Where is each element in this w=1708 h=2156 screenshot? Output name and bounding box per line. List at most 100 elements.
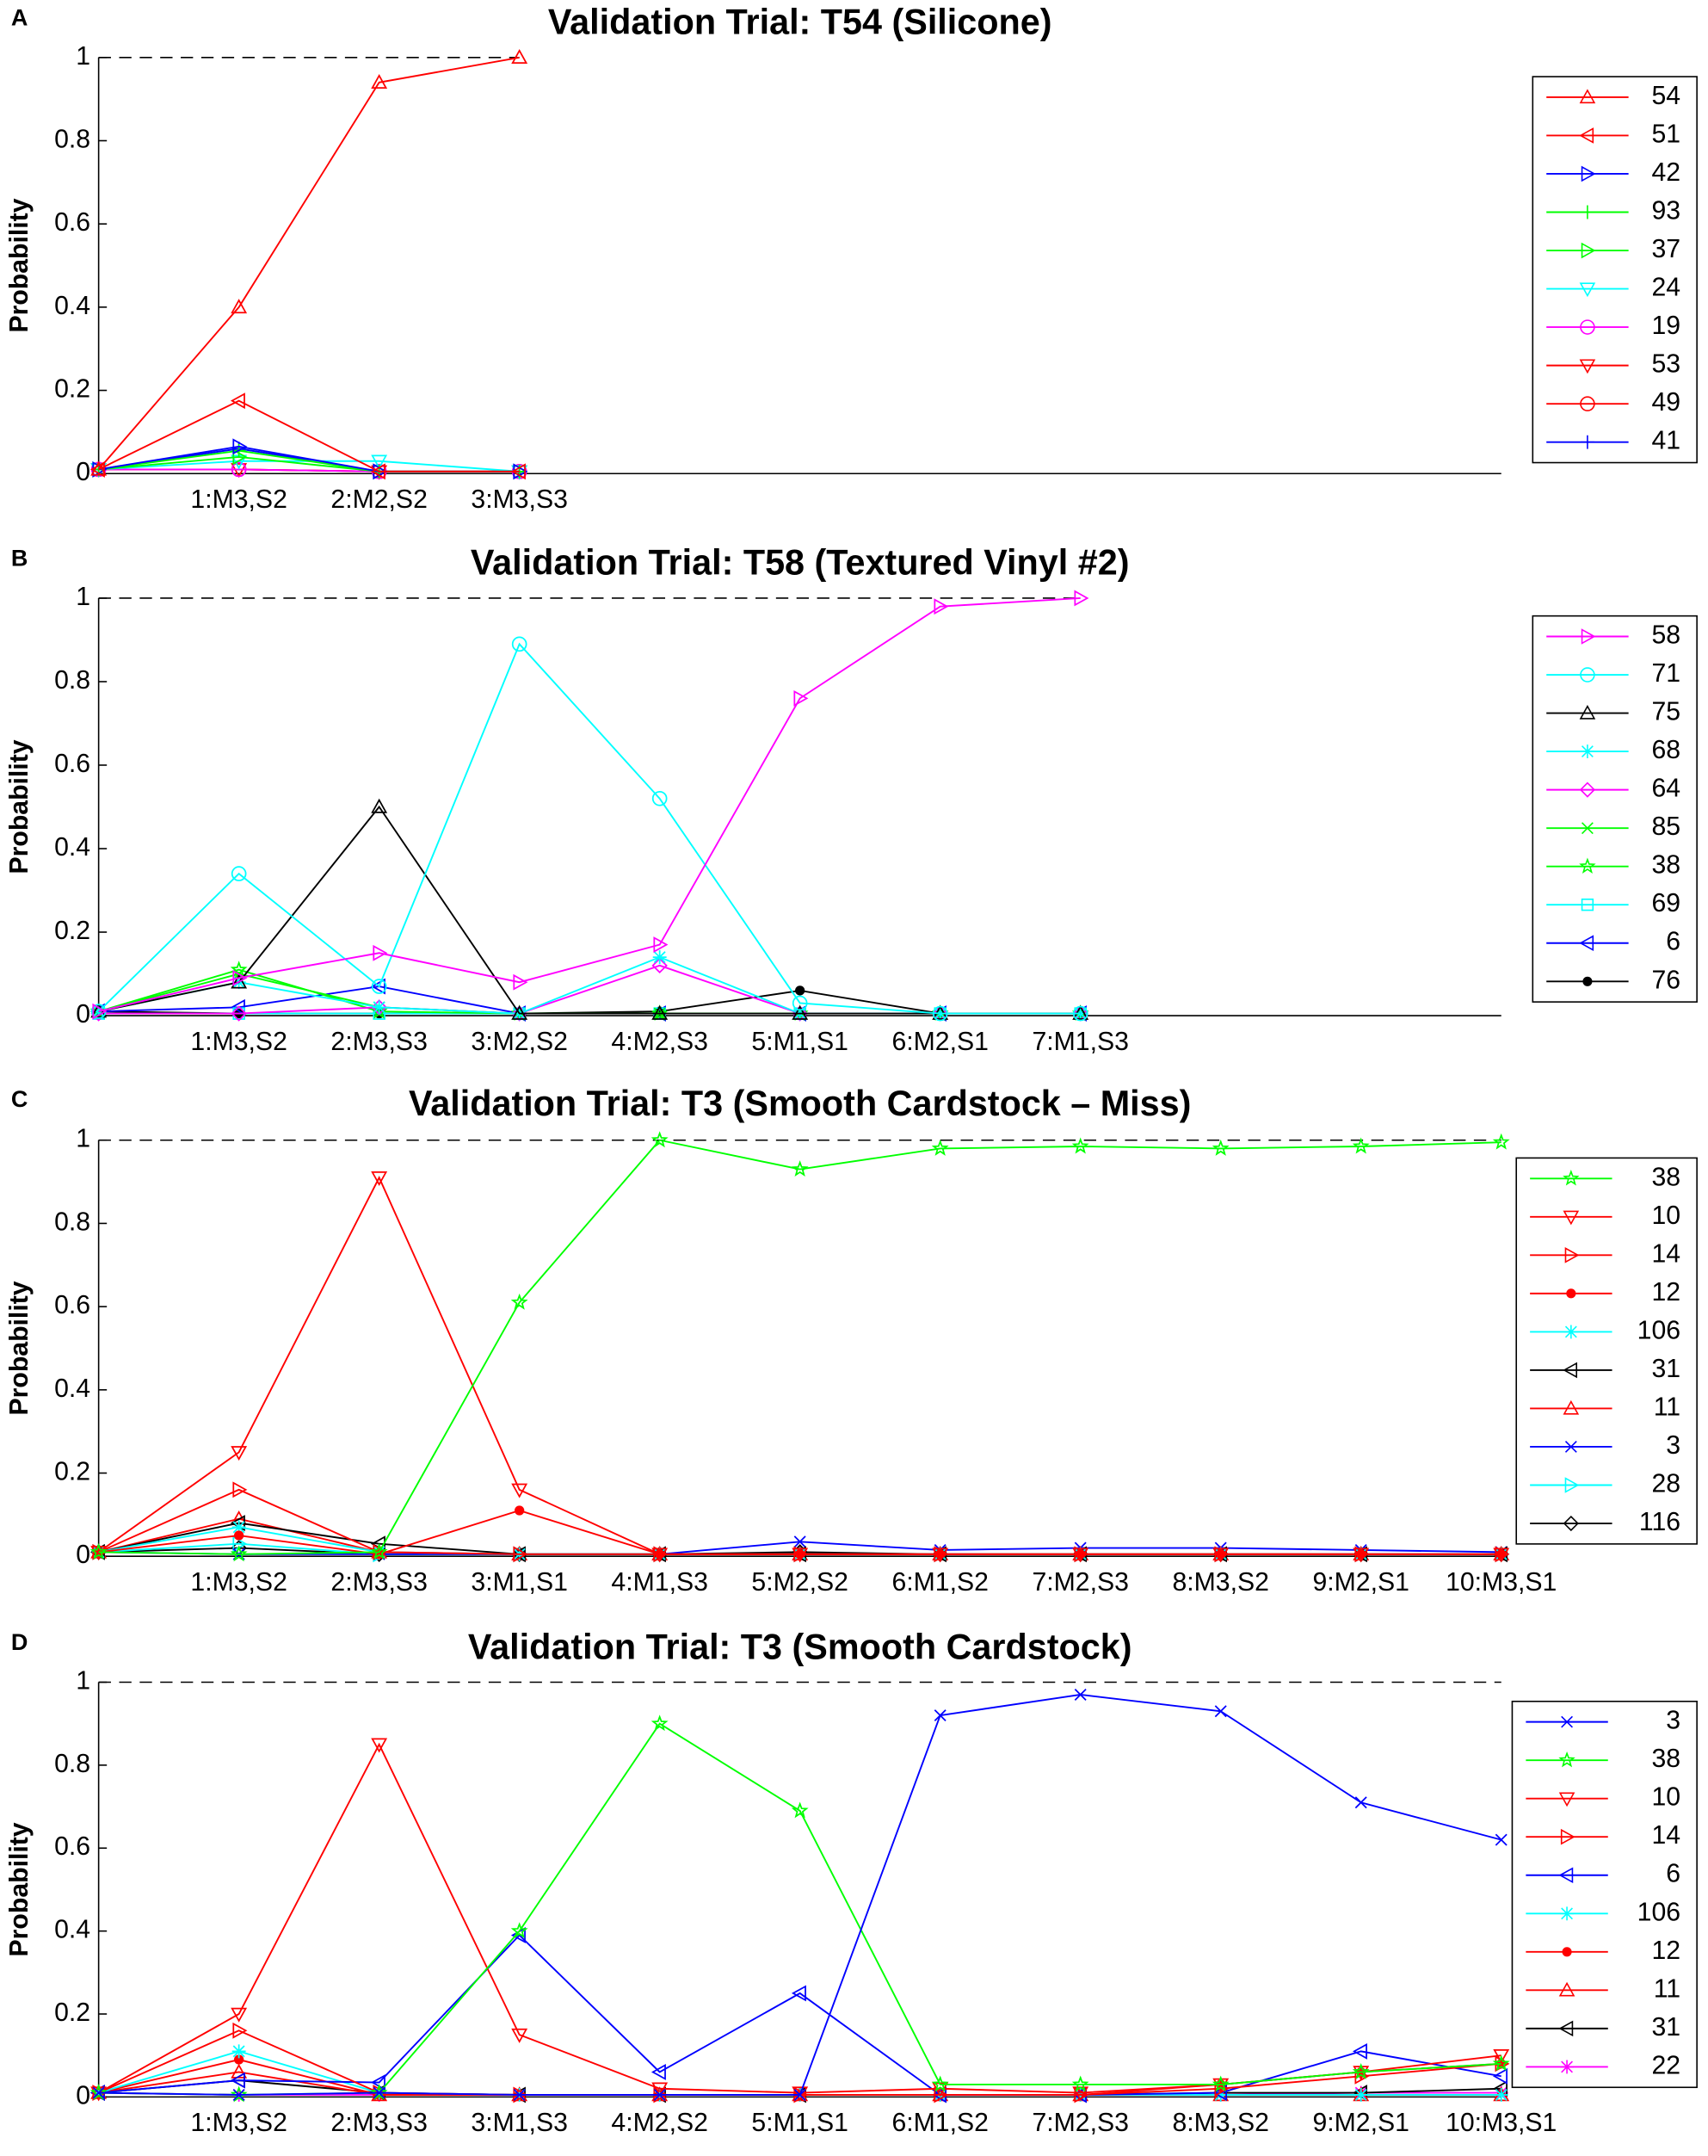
y-tick-label: 0.2 xyxy=(54,1457,90,1486)
x-tick-label: 10:M3,S1 xyxy=(1446,1568,1557,1597)
marker xyxy=(231,299,248,314)
marker xyxy=(510,1293,528,1310)
marker xyxy=(651,791,668,806)
y-tick-label: 0.8 xyxy=(54,1208,90,1236)
y-tick-label: 0.4 xyxy=(54,1916,90,1944)
x-tick-label: 3:M1,S3 xyxy=(471,2109,567,2137)
chart-title: Validation Trial: T3 (Smooth Cardstock –… xyxy=(409,1084,1191,1123)
series-line xyxy=(98,1742,1501,2094)
y-tick-label: 0 xyxy=(76,2081,90,2110)
legend-marker xyxy=(1579,704,1596,720)
marker xyxy=(511,49,528,65)
legend-label: 10 xyxy=(1651,1202,1680,1230)
legend-marker xyxy=(1581,822,1594,835)
panel-letter: B xyxy=(11,546,28,571)
legend-box xyxy=(1532,615,1698,1003)
x-tick-label: 3:M1,S1 xyxy=(471,1568,567,1597)
marker xyxy=(231,866,247,881)
marker xyxy=(511,1483,528,1498)
series-line xyxy=(98,448,520,473)
x-tick-label: 2:M3,S3 xyxy=(330,2109,427,2137)
legend-marker xyxy=(1579,89,1596,104)
marker xyxy=(1493,2048,1510,2064)
marker xyxy=(372,1000,386,1015)
legend-marker xyxy=(1581,242,1596,259)
x-tick-label: 1:M3,S2 xyxy=(190,1028,287,1056)
marker xyxy=(651,2064,666,2080)
x-tick-label: 4:M2,S2 xyxy=(611,2109,707,2137)
marker xyxy=(651,2082,669,2097)
marker xyxy=(793,1535,806,1548)
chart-title: Validation Trial: T54 (Silicone) xyxy=(548,3,1052,42)
marker xyxy=(373,944,388,961)
marker xyxy=(1494,2088,1508,2102)
marker xyxy=(510,1922,528,1939)
marker xyxy=(934,598,949,615)
legend-marker xyxy=(1581,899,1594,911)
legend-marker xyxy=(1579,935,1594,952)
marker xyxy=(89,2084,108,2101)
marker xyxy=(230,392,245,410)
x-tick-label: 5:M1,S1 xyxy=(751,2109,848,2137)
marker xyxy=(1214,1705,1227,1718)
x-tick-label: 3:M3,S3 xyxy=(471,485,567,514)
legend-marker xyxy=(1560,2060,1575,2074)
marker xyxy=(231,461,247,478)
marker xyxy=(1492,2054,1510,2072)
x-tick-label: 3:M2,S2 xyxy=(471,1028,567,1056)
series-line xyxy=(98,1694,1501,2096)
marker xyxy=(371,1738,388,1753)
legend-marker xyxy=(1563,1362,1577,1379)
marker xyxy=(1074,1688,1087,1701)
y-tick-label: 0 xyxy=(76,1000,90,1029)
series-line xyxy=(98,449,520,473)
legend-marker xyxy=(1566,1288,1576,1299)
legend-label: 28 xyxy=(1651,1469,1680,1498)
x-tick-label: 7:M2,S3 xyxy=(1032,1568,1128,1597)
y-tick-label: 0 xyxy=(76,1541,90,1569)
marker xyxy=(230,2072,245,2089)
marker xyxy=(370,2084,388,2101)
series-line xyxy=(98,989,1081,1015)
marker xyxy=(792,1548,809,1563)
series-line xyxy=(98,985,1081,1015)
marker xyxy=(513,973,528,991)
marker xyxy=(232,2022,248,2039)
legend-label: 85 xyxy=(1651,812,1680,841)
legend-marker xyxy=(1580,744,1594,759)
marker xyxy=(934,1709,946,1722)
series-line xyxy=(98,1139,1501,1555)
legend-marker xyxy=(1560,1906,1575,1921)
series-line xyxy=(98,973,1081,1015)
series-line xyxy=(98,2029,1501,2096)
marker xyxy=(232,2088,245,2101)
legend-label: 3 xyxy=(1666,1431,1680,1460)
marker xyxy=(231,1520,246,1535)
x-tick-label: 4:M1,S3 xyxy=(611,1568,707,1597)
legend-marker xyxy=(1558,1792,1575,1807)
marker xyxy=(931,1139,949,1156)
marker xyxy=(90,460,108,476)
y-tick-label: 0.6 xyxy=(54,1832,90,1861)
marker xyxy=(932,1548,949,1563)
marker xyxy=(1213,2088,1228,2102)
legend-marker xyxy=(1563,1210,1580,1226)
y-tick-label: 1 xyxy=(76,42,90,71)
chart-title: Validation Trial: T3 (Smooth Cardstock) xyxy=(468,1627,1132,1666)
legend-label: 41 xyxy=(1651,427,1680,455)
legend-marker xyxy=(1580,205,1594,219)
marker xyxy=(1071,1137,1089,1154)
x-tick-label: 9:M2,S1 xyxy=(1312,2109,1409,2137)
legend-label: 38 xyxy=(1651,1163,1680,1191)
x-tick-label: 7:M2,S3 xyxy=(1032,2109,1128,2137)
y-tick-label: 0.6 xyxy=(54,750,90,778)
legend-box xyxy=(1511,1700,1698,2089)
legend-marker xyxy=(1563,1515,1579,1532)
y-axis-label: Probability xyxy=(5,198,34,332)
marker xyxy=(653,936,669,954)
marker xyxy=(511,636,527,652)
marker xyxy=(510,463,526,480)
marker xyxy=(792,995,808,1011)
y-tick-label: 0.8 xyxy=(54,1750,90,1778)
legend-label: 10 xyxy=(1651,1783,1680,1812)
